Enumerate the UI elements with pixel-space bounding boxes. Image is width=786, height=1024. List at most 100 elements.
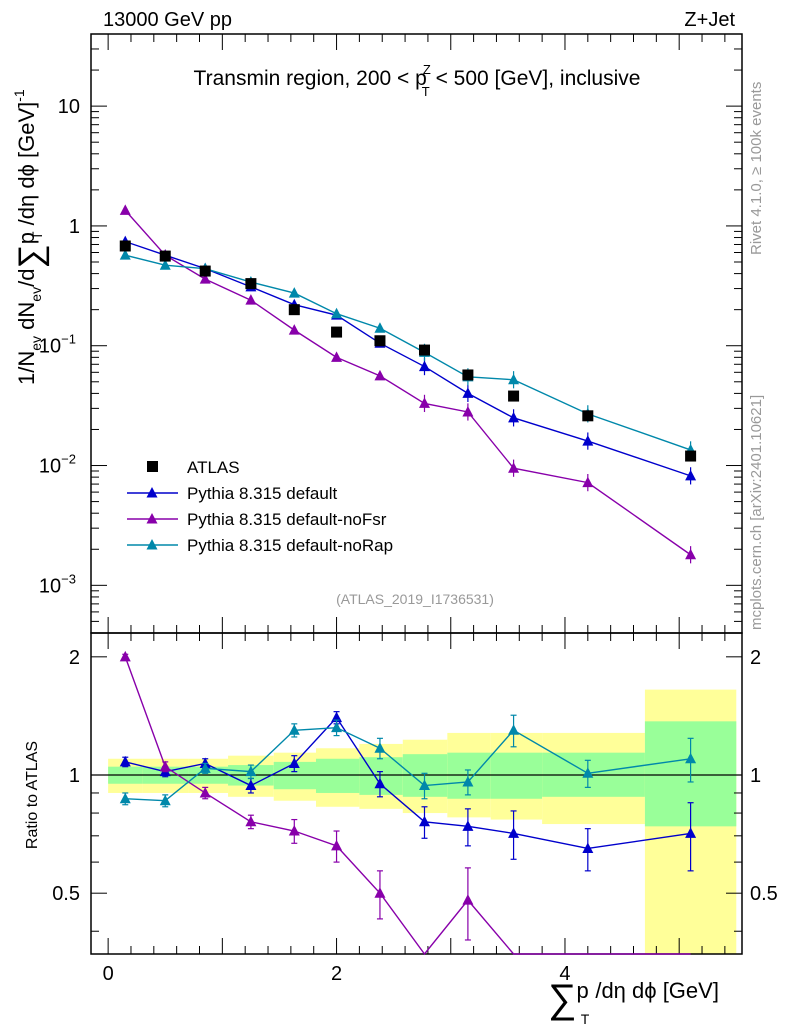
ratio-series-layer <box>119 650 697 956</box>
rivet-version-label: Rivet 4.1.0, ≥ 100k events <box>748 82 765 255</box>
main-data-point <box>199 273 211 284</box>
main-y-axis-label: 1/Nev dNev/d∑pT /dη dϕ [GeV]-1 <box>11 89 50 385</box>
main-data-point <box>462 387 474 398</box>
ratio-y-tick-label: 1 <box>69 765 80 787</box>
ratio-data-point <box>199 762 211 773</box>
ratio-data-point <box>462 894 474 905</box>
main-y-tick-label: 10−1 <box>39 332 76 358</box>
main-data-point <box>462 405 474 417</box>
main-data-point <box>288 287 300 298</box>
atlas-data-point <box>119 240 131 252</box>
ratio-data-point <box>331 721 343 733</box>
ratio-data-point <box>582 767 594 778</box>
main-data-point <box>508 411 520 423</box>
ratio-data-point <box>508 827 520 838</box>
atlas-data-point <box>331 326 343 338</box>
main-data-point <box>374 369 386 381</box>
ratio-data-point <box>288 724 300 735</box>
ratio-data-point <box>685 752 697 764</box>
ratio-data-point <box>331 839 343 851</box>
ratio-data-point <box>462 775 474 787</box>
ratio-data-point <box>418 815 430 827</box>
legend: ATLAS Pythia 8.315 default Pythia 8.315 de… <box>127 458 393 555</box>
ratio-y-axis-label: Ratio to ATLAS <box>24 741 41 849</box>
ratio-data-point <box>119 650 131 662</box>
title-part-2: < 500 [GeV], inclusive <box>430 67 641 90</box>
atlas-data-point <box>199 265 211 277</box>
legend-marker <box>146 539 158 550</box>
ratio-plot-frame <box>90 632 743 955</box>
inner-band-segment <box>490 752 543 799</box>
atlas-data-point <box>374 335 386 347</box>
ratio-data-point <box>582 842 594 853</box>
main-data-point <box>508 373 520 385</box>
ratio-y-tick-label: 0.5 <box>52 883 80 905</box>
legend-marker <box>146 513 158 524</box>
atlas-data-point <box>159 250 171 262</box>
main-data-point <box>582 435 594 446</box>
main-data-point <box>685 548 697 560</box>
title-subscript: T <box>422 84 430 99</box>
legend-marker <box>147 461 158 472</box>
atlas-data-point <box>508 390 520 402</box>
ratio-series-line <box>125 716 691 850</box>
ratio-data-point <box>245 779 257 791</box>
header-energy-label: 13000 GeV pp <box>103 9 232 31</box>
ratio-data-point <box>374 887 386 898</box>
atlas-data-point <box>685 450 697 462</box>
ratio-data-point <box>508 724 520 735</box>
atlas-data-point <box>582 410 594 422</box>
x-tick-label: 2 <box>331 963 342 985</box>
atlas-data-point <box>245 278 257 290</box>
main-series-line <box>125 240 691 477</box>
ratio-data-point <box>418 779 430 791</box>
legend-label: Pythia 8.315 default-noFsr <box>187 510 387 529</box>
ratio-data-point <box>199 786 211 798</box>
legend-marker <box>146 487 158 498</box>
plot-frames <box>90 33 743 955</box>
x-axis-label: ∑p T/dη dϕ [GeV] <box>548 977 719 1024</box>
main-data-point <box>582 476 594 488</box>
ratio-data-point <box>685 827 697 838</box>
ratio-axis-ticks: 0 2 4 0.5 0.5 1 1 2 2 <box>52 633 778 985</box>
main-data-point <box>418 397 430 408</box>
analysis-label: (ATLAS_2019_I1736531) <box>336 591 494 607</box>
header-process-label: Z+Jet <box>684 9 735 31</box>
title-part-1: Transmin region, 200 < p <box>194 67 427 90</box>
main-data-point <box>288 324 300 335</box>
main-y-tick-label: 1 <box>69 216 80 238</box>
main-data-point <box>374 322 386 333</box>
ratio-data-point <box>119 792 131 804</box>
main-y-tick-label: 10−2 <box>39 452 76 478</box>
ratio-data-point <box>159 760 171 772</box>
main-y-tick-label: 10 <box>58 96 80 118</box>
main-data-point <box>245 294 257 305</box>
main-data-point <box>331 351 343 362</box>
main-data-point <box>159 259 171 270</box>
mcplots-credit-label: mcplots.cern.ch [arXiv:2401.10621] <box>748 395 765 630</box>
main-data-point <box>119 204 131 215</box>
main-data-point <box>685 469 697 481</box>
ratio-data-point <box>159 794 171 806</box>
ratio-data-point <box>119 755 131 767</box>
legend-label: ATLAS <box>187 458 240 477</box>
main-y-tick-label: 10−3 <box>39 571 76 597</box>
ratio-y-tick-label-right: 0.5 <box>750 883 778 905</box>
ratio-data-point <box>245 815 257 827</box>
main-data-point <box>508 462 520 473</box>
title-superscript: Z <box>423 62 431 77</box>
ratio-y-tick-label-right: 2 <box>750 647 761 669</box>
atlas-data-point <box>418 344 430 356</box>
main-series-line <box>125 254 691 451</box>
x-tick-label: 4 <box>559 963 570 985</box>
main-series-layer <box>119 204 697 564</box>
ratio-data-point <box>374 777 386 789</box>
ratio-series-line <box>125 726 691 802</box>
ratio-data-point <box>288 757 300 768</box>
inner-band-segment <box>315 758 360 793</box>
ratio-y-tick-label-right: 1 <box>750 765 761 787</box>
ratio-data-point <box>288 825 300 836</box>
x-tick-label: 0 <box>103 963 114 985</box>
ratio-data-point <box>374 742 386 753</box>
